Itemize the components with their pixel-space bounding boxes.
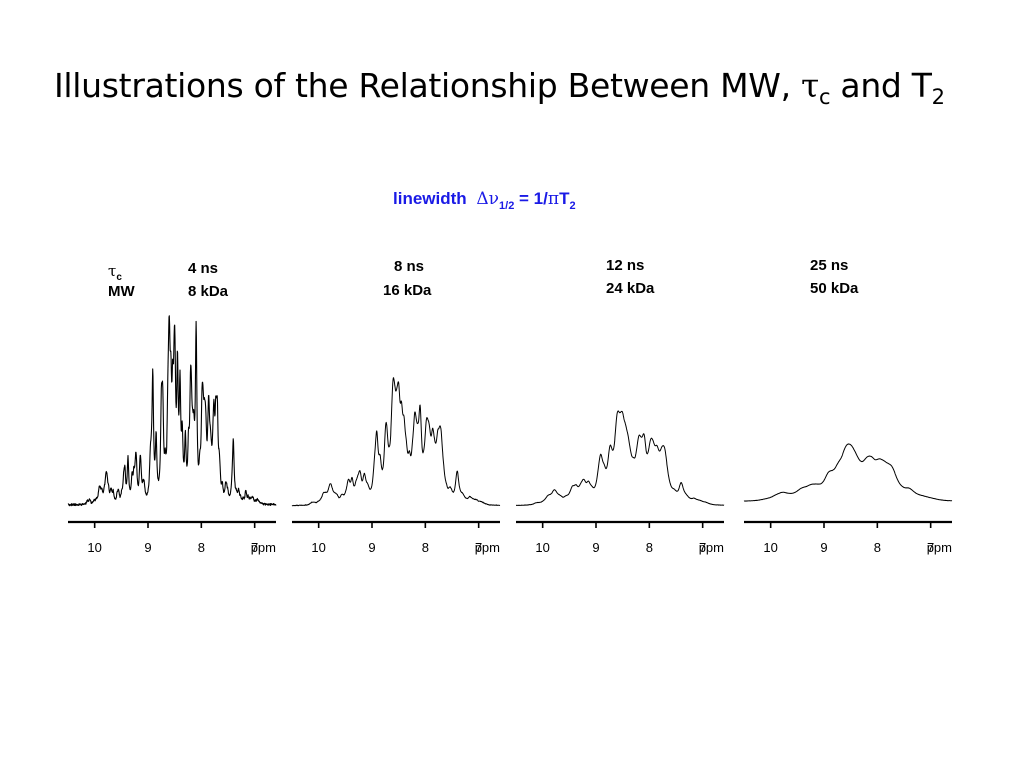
spectrum-trace-25ns — [743, 443, 953, 502]
chart-title-delta: Δ — [476, 189, 488, 209]
panel-4-mw-label: 50 kDa — [810, 280, 859, 297]
row-label-tau-symbol: τ — [108, 262, 116, 280]
spectrum-trace-12ns — [515, 410, 725, 506]
title-text: Illustrations of the Relationship Betwee… — [54, 66, 801, 105]
chart-title-nu: ν — [489, 189, 499, 209]
tick-label-panel-3-7: 7 — [699, 540, 706, 555]
tick-label-panel-3-9: 9 — [592, 540, 599, 555]
panel-4-tau-label: 25 ns — [810, 257, 848, 274]
row-label-tau: τc — [108, 262, 122, 283]
axis-unit-label-panel-4: ppm — [927, 540, 952, 555]
title-tau-symbol: τ — [800, 66, 819, 105]
chart-title-nu-subscript: 1/2 — [499, 200, 514, 212]
title-text-and: and T — [830, 66, 932, 105]
chart-title-equals: = 1/ — [514, 189, 548, 208]
tick-label-panel-3-10: 10 — [535, 540, 549, 555]
title-tau-subscript: c — [818, 85, 831, 109]
panel-3-tau-label: 12 ns — [606, 257, 644, 274]
tick-label-panel-4-7: 7 — [927, 540, 934, 555]
spectrum-trace-8ns — [291, 377, 501, 507]
title-t-subscript: 2 — [931, 85, 945, 109]
spectrum-trace-4ns — [67, 315, 277, 507]
row-label-tau-subscript: c — [116, 272, 122, 283]
panel-2-tau-label: 8 ns — [394, 258, 424, 275]
tick-label-panel-3-8: 8 — [646, 540, 653, 555]
chart-title: linewidth Δν1/2 = 1/πT2 — [393, 189, 576, 212]
chart-title-prefix: linewidth — [393, 189, 471, 208]
tick-label-panel-2-7: 7 — [475, 540, 482, 555]
slide-title: Illustrations of the Relationship Betwee… — [54, 66, 945, 108]
panel-1-tau-label: 4 ns — [188, 260, 218, 277]
tick-label-panel-4-8: 8 — [874, 540, 881, 555]
axis-unit-label-panel-1: ppm — [251, 540, 276, 555]
chart-title-pi: π — [548, 189, 559, 209]
tick-label-panel-1-9: 9 — [144, 540, 151, 555]
panel-1-mw-label: 8 kDa — [188, 283, 229, 300]
tick-label-panel-1-7: 7 — [251, 540, 258, 555]
tick-label-panel-4-10: 10 — [763, 540, 777, 555]
tick-label-panel-1-8: 8 — [198, 540, 205, 555]
panel-3-mw-label: 24 kDa — [606, 280, 655, 297]
tick-label-panel-4-9: 9 — [820, 540, 827, 555]
tick-label-panel-2-8: 8 — [422, 540, 429, 555]
chart-title-T-subscript: 2 — [569, 200, 575, 212]
tick-label-panel-1-10: 10 — [87, 540, 101, 555]
chart-title-T: T — [559, 189, 570, 208]
panel-2-mw-label: 16 kDa — [383, 282, 432, 299]
tick-label-panel-2-10: 10 — [311, 540, 325, 555]
axis-unit-label-panel-3: ppm — [699, 540, 724, 555]
axis-unit-label-panel-2: ppm — [475, 540, 500, 555]
row-label-mw: MW — [108, 283, 135, 300]
tick-label-panel-2-9: 9 — [368, 540, 375, 555]
